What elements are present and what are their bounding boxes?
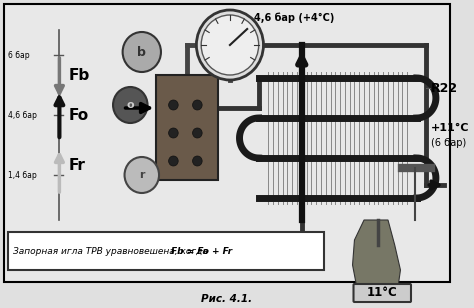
Text: Fb: Fb	[69, 67, 90, 83]
Text: r: r	[139, 170, 145, 180]
Circle shape	[196, 10, 264, 80]
Circle shape	[192, 156, 202, 166]
Text: +11°C: +11°C	[431, 123, 470, 133]
Text: 6 бар: 6 бар	[8, 51, 29, 59]
Text: R22: R22	[431, 82, 458, 95]
Text: (6 бар): (6 бар)	[431, 138, 466, 148]
FancyBboxPatch shape	[354, 284, 411, 302]
Circle shape	[192, 128, 202, 138]
Circle shape	[123, 32, 161, 72]
Bar	[156, 75, 219, 180]
Text: b: b	[137, 46, 146, 59]
Polygon shape	[353, 220, 401, 298]
Text: Рис. 4.1.: Рис. 4.1.	[201, 294, 253, 304]
Circle shape	[125, 157, 159, 193]
Circle shape	[169, 156, 178, 166]
Bar	[8, 232, 324, 270]
Text: 1,4 бар: 1,4 бар	[8, 171, 36, 180]
Text: Fo: Fo	[69, 107, 89, 123]
Circle shape	[169, 128, 178, 138]
Circle shape	[192, 100, 202, 110]
Text: Запорная игла ТРВ уравновешена, когда: Запорная игла ТРВ уравновешена, когда	[13, 246, 211, 256]
Text: Fb = Fo + Fr: Fb = Fo + Fr	[172, 246, 233, 256]
Circle shape	[201, 15, 259, 75]
Circle shape	[169, 100, 178, 110]
Text: +4°C: +4°C	[285, 255, 318, 268]
Text: 11°C: 11°C	[367, 286, 398, 299]
Text: Fr: Fr	[69, 157, 86, 172]
Circle shape	[113, 87, 147, 123]
Text: o: o	[127, 100, 134, 110]
Text: 4,6 бар: 4,6 бар	[8, 111, 36, 120]
Text: 4,6 бар (+4°C): 4,6 бар (+4°C)	[254, 13, 334, 23]
